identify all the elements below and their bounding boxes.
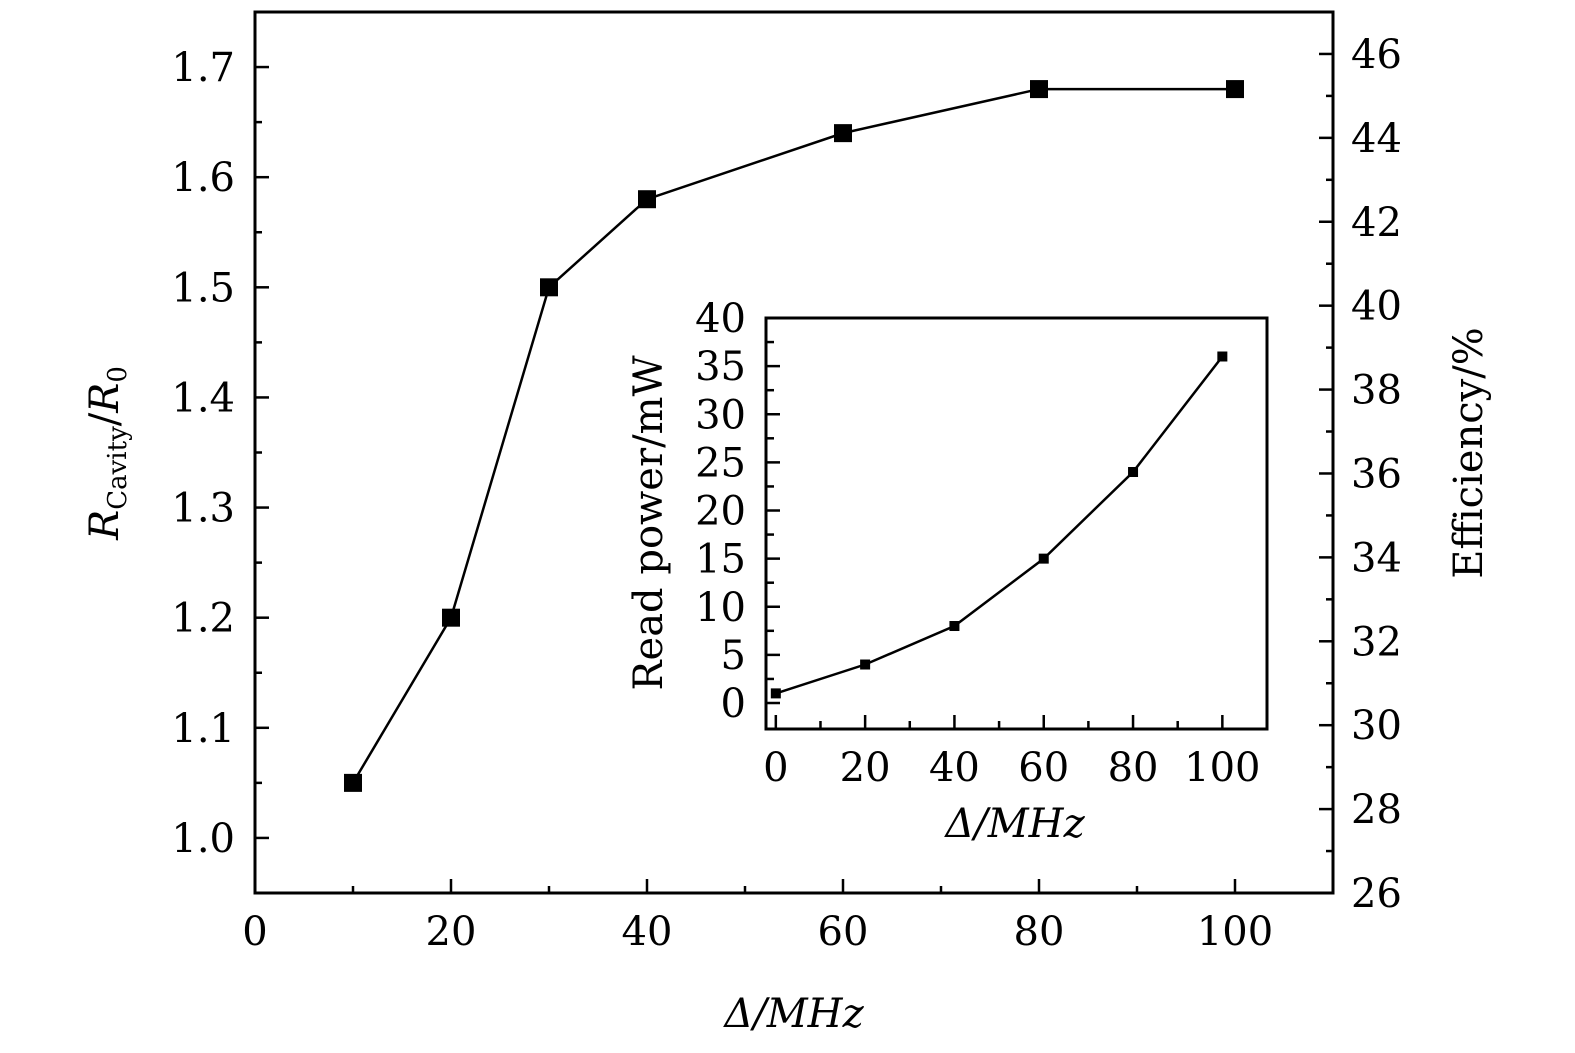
main-y2-tick-label: 46 — [1351, 32, 1402, 78]
inset-x-tick-label: 40 — [929, 745, 980, 791]
inset-y-tick-label: 10 — [695, 585, 746, 631]
main-x-tick-label: 80 — [1014, 909, 1065, 955]
main-y-axis-label: RCavity/R0 — [82, 366, 133, 541]
inset-x-axis-label: Δ/MHz — [943, 801, 1085, 847]
main-y-tick-label: 1.5 — [171, 265, 235, 311]
main-data-point — [834, 124, 852, 143]
inset-x-tick-label: 100 — [1184, 745, 1260, 791]
main-y2-tick-label: 40 — [1351, 284, 1402, 330]
inset-y-tick-label: 20 — [695, 489, 746, 535]
main-y2-tick-label: 30 — [1351, 703, 1402, 749]
main-data-point — [344, 773, 362, 792]
main-y-tick-label: 1.7 — [171, 45, 235, 91]
inset-x-tick-label: 80 — [1108, 745, 1159, 791]
main-y2-tick-label: 32 — [1351, 619, 1402, 665]
inset-y-tick-label: 15 — [695, 537, 746, 583]
main-y2-tick-label: 38 — [1351, 368, 1402, 414]
inset-y-tick-label: 40 — [695, 296, 746, 342]
inset-data-point — [860, 659, 871, 670]
main-x-tick-label: 40 — [622, 909, 673, 955]
main-y2-tick-label: 28 — [1351, 787, 1402, 833]
inset-y-tick-label: 25 — [695, 440, 746, 486]
main-data-point — [638, 190, 656, 209]
inset-data-point — [770, 688, 781, 699]
inset-frame — [764, 316, 1269, 731]
main-data-point — [1226, 80, 1244, 99]
main-y-tick-label: 1.2 — [171, 596, 235, 642]
main-y-tick-label: 1.0 — [171, 816, 235, 862]
main-y2-tick-label: 34 — [1351, 535, 1402, 581]
main-y2-tick-label: 36 — [1351, 451, 1402, 497]
main-y2-tick-label: 26 — [1351, 871, 1402, 917]
main-y-tick-label: 1.3 — [171, 486, 235, 532]
inset-y-axis-label: Read power/mW — [626, 355, 672, 690]
main-x-axis-label: Δ/MHz — [722, 991, 864, 1037]
main-frame — [253, 10, 1335, 895]
main-plot: 0 20 40 60 80 1001.01.11.21.31.41.51.61.72628… — [171, 10, 1402, 955]
main-x-tick-label: 0 — [242, 909, 267, 955]
main-y-tick-label: 1.1 — [171, 706, 235, 752]
main-data-point — [1030, 80, 1048, 99]
main-x-tick-label: 20 — [426, 909, 477, 955]
main-y-tick-label: 1.6 — [171, 155, 235, 201]
inset-x-tick-label: 0 — [763, 745, 788, 791]
inset-x-tick-label: 60 — [1018, 745, 1069, 791]
inset-series-line — [775, 355, 1224, 695]
main-x-tick-label: 60 — [818, 909, 869, 955]
inset-y-tick-label: 5 — [721, 633, 746, 679]
main-series-line — [351, 87, 1235, 784]
inset-data-point — [949, 621, 960, 632]
inset-y-tick-label: 35 — [695, 344, 746, 390]
main-data-point — [540, 278, 558, 297]
main-data-point — [442, 608, 460, 627]
main-y2-axis-label: Efficiency/% — [1446, 327, 1492, 579]
inset-x-tick-label: 20 — [840, 745, 891, 791]
inset-data-point — [1128, 467, 1139, 478]
main-x-tick-label: 100 — [1197, 909, 1273, 955]
inset-data-point — [1217, 351, 1228, 362]
main-y2-tick-label: 42 — [1351, 200, 1402, 246]
inset-y-tick-label: 0 — [721, 681, 746, 727]
inset-y-tick-label: 30 — [695, 392, 746, 438]
main-y-tick-label: 1.4 — [171, 375, 235, 421]
inset-data-point — [1038, 553, 1049, 564]
main-y2-tick-label: 44 — [1351, 116, 1402, 162]
